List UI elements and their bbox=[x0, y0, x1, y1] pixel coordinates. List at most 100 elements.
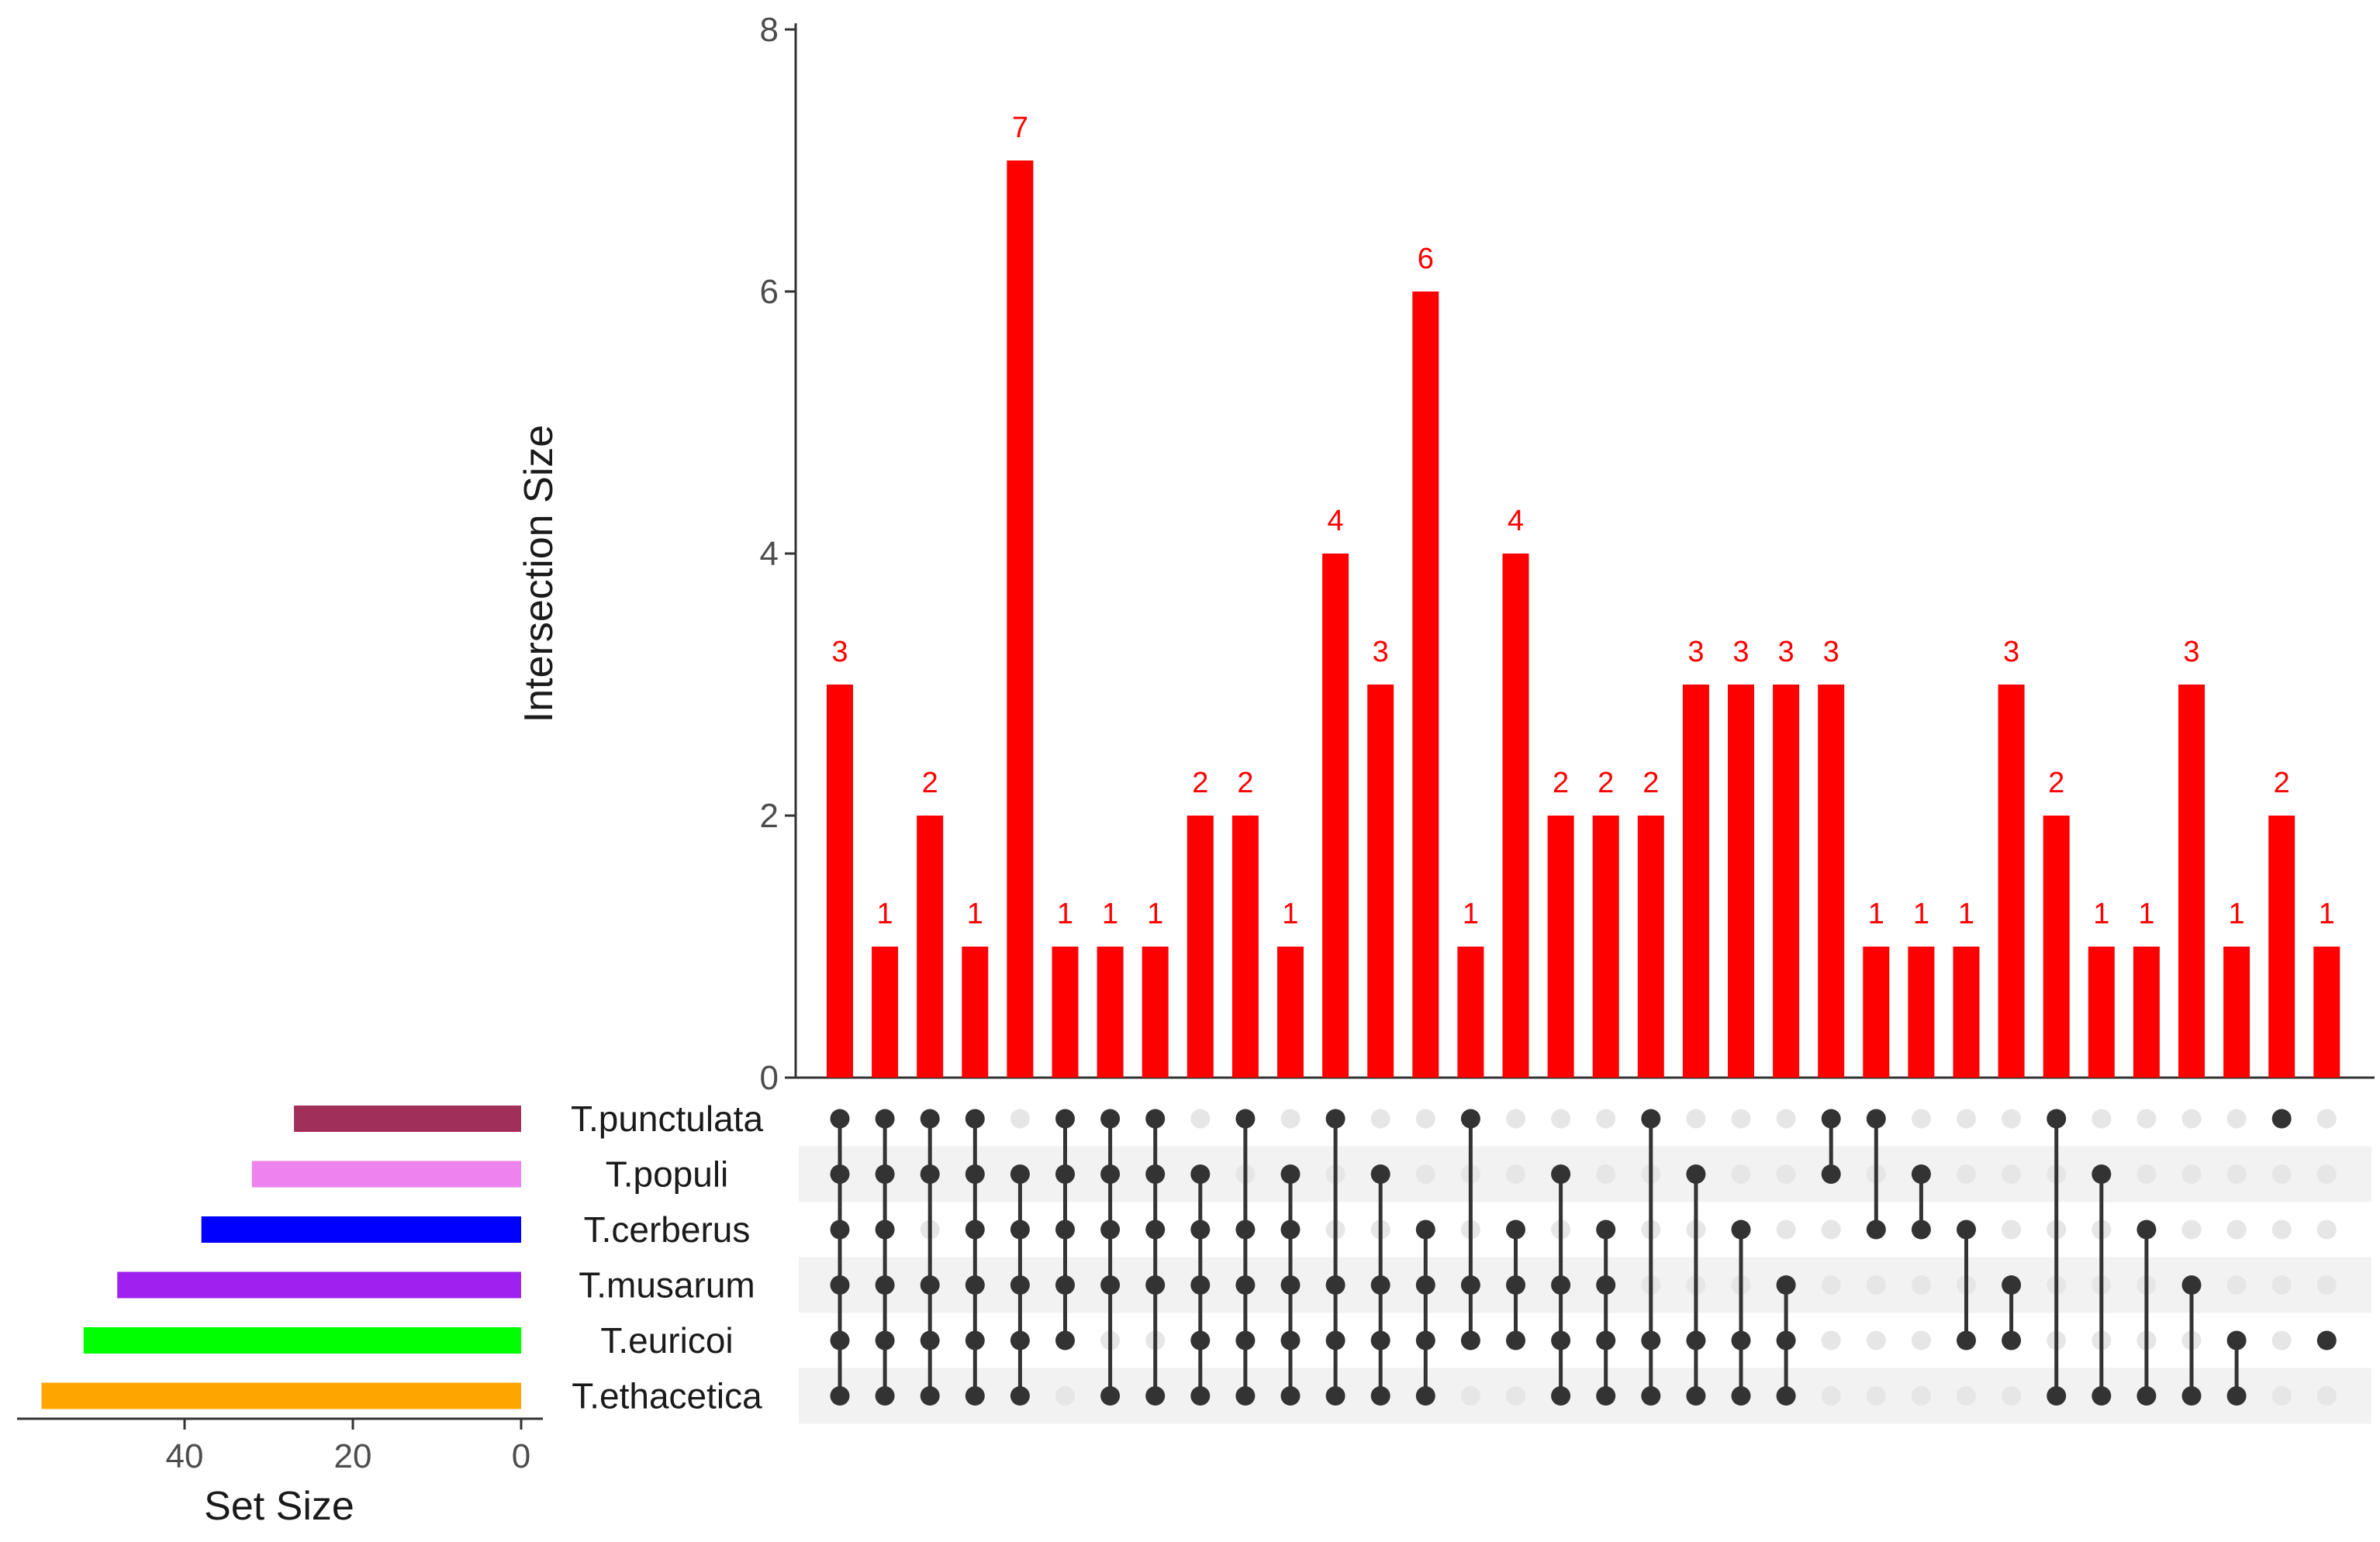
matrix-dot-inactive bbox=[1686, 1109, 1706, 1129]
set-name-label: T.ethacetica bbox=[572, 1376, 762, 1416]
intersection-bar bbox=[1547, 816, 1574, 1078]
matrix-dot-inactive bbox=[1866, 1275, 1886, 1295]
intersection-bar bbox=[1728, 685, 1754, 1078]
set-size-title: Set Size bbox=[204, 1484, 354, 1529]
matrix-dot-active bbox=[1280, 1275, 1301, 1295]
matrix-dot-inactive bbox=[1551, 1109, 1571, 1129]
matrix-dot-active bbox=[1190, 1164, 1211, 1184]
intersection-bar-label: 2 bbox=[1553, 767, 1569, 799]
intersection-bar-label: 1 bbox=[1282, 898, 1298, 930]
matrix-dot-active bbox=[1190, 1219, 1211, 1240]
intersection-bar-label: 3 bbox=[1823, 636, 1839, 668]
matrix-dot-active bbox=[2136, 1386, 2157, 1406]
intersection-bar bbox=[1097, 947, 1124, 1078]
intersection-bar bbox=[2178, 685, 2205, 1078]
matrix-dot-inactive bbox=[2181, 1109, 2202, 1129]
matrix-dot-active bbox=[920, 1386, 940, 1406]
intersection-bar-label: 1 bbox=[1913, 898, 1929, 930]
matrix-dot-active bbox=[1596, 1275, 1616, 1295]
matrix-stripe bbox=[799, 1257, 2371, 1313]
set-size-bar bbox=[117, 1271, 521, 1299]
matrix-dot-active bbox=[1100, 1386, 1121, 1406]
matrix-dot-active bbox=[1055, 1330, 1075, 1351]
set-name-label: T.euricoi bbox=[600, 1320, 733, 1361]
intersection-bar-label: 1 bbox=[1057, 898, 1073, 930]
matrix-dot-active bbox=[1866, 1219, 1886, 1240]
matrix-dot-active bbox=[2047, 1109, 2067, 1129]
matrix-dot-inactive bbox=[1460, 1386, 1480, 1406]
intersection-bar bbox=[1818, 685, 1845, 1078]
intersection-bar bbox=[1007, 160, 1034, 1078]
matrix-dot-active bbox=[1235, 1330, 1256, 1351]
matrix-dot-active bbox=[1145, 1386, 1166, 1406]
matrix-dot-inactive bbox=[1911, 1330, 1931, 1351]
matrix-dot-inactive bbox=[2002, 1109, 2022, 1129]
matrix-dot-active bbox=[2136, 1219, 2157, 1240]
intersection-bar bbox=[2133, 947, 2160, 1078]
matrix-dot-active bbox=[830, 1386, 850, 1406]
intersection-bar bbox=[2088, 947, 2115, 1078]
matrix-dot-inactive bbox=[1280, 1109, 1301, 1129]
intersection-y-tick-label: 0 bbox=[760, 1059, 779, 1097]
matrix-dot-active bbox=[1641, 1386, 1661, 1406]
matrix-dot-active bbox=[1055, 1164, 1075, 1184]
matrix-dot-active bbox=[2002, 1330, 2022, 1351]
matrix-dot-active bbox=[1551, 1386, 1571, 1406]
matrix-stripe bbox=[799, 1146, 2371, 1202]
matrix-dot-inactive bbox=[2316, 1164, 2337, 1184]
matrix-dot-inactive bbox=[2002, 1164, 2022, 1184]
matrix-dot-active bbox=[920, 1109, 940, 1129]
intersection-bar-label: 2 bbox=[2048, 767, 2064, 799]
set-name-label: T.populi bbox=[606, 1154, 729, 1195]
matrix-dot-inactive bbox=[1055, 1386, 1075, 1406]
set-size-tick-label: 40 bbox=[166, 1437, 204, 1475]
intersection-bar-label: 6 bbox=[1418, 243, 1434, 275]
matrix-dot-active bbox=[1596, 1386, 1616, 1406]
matrix-dot-active bbox=[1100, 1109, 1121, 1129]
matrix-dot-active bbox=[1370, 1330, 1390, 1351]
matrix-dot-inactive bbox=[2271, 1275, 2292, 1295]
intersection-bar bbox=[1502, 554, 1529, 1078]
matrix-dot-inactive bbox=[2136, 1164, 2157, 1184]
matrix-dot-active bbox=[1911, 1164, 1931, 1184]
matrix-dot-active bbox=[1911, 1219, 1931, 1240]
matrix-dot-inactive bbox=[2226, 1219, 2247, 1240]
intersection-bar bbox=[962, 947, 989, 1078]
matrix-dot-active bbox=[1686, 1164, 1706, 1184]
intersection-bar bbox=[872, 947, 899, 1078]
intersection-bar bbox=[917, 816, 944, 1078]
set-size-bar bbox=[251, 1161, 521, 1188]
intersection-bar-label: 2 bbox=[2274, 767, 2290, 799]
matrix-dot-inactive bbox=[2226, 1164, 2247, 1184]
matrix-dot-inactive bbox=[1731, 1109, 1751, 1129]
intersection-bar-label: 3 bbox=[2003, 636, 2019, 668]
intersection-bar bbox=[1322, 554, 1349, 1078]
set-name-label: T.musarum bbox=[579, 1265, 755, 1306]
matrix-dot-inactive bbox=[2226, 1275, 2247, 1295]
intersection-bar-label: 1 bbox=[2138, 898, 2154, 930]
intersection-bar-label: 2 bbox=[1192, 767, 1208, 799]
matrix-dot-inactive bbox=[1190, 1109, 1211, 1129]
intersection-size-axis: 0 2 4 6 8 Intersection Size bbox=[516, 11, 2375, 1097]
intersection-bar-label: 3 bbox=[1687, 636, 1704, 668]
intersection-bar-label: 1 bbox=[2093, 898, 2109, 930]
matrix-dot-active bbox=[1686, 1330, 1706, 1351]
intersection-bar bbox=[1998, 685, 2025, 1078]
matrix-dot-inactive bbox=[2136, 1109, 2157, 1129]
matrix-dot-active bbox=[1190, 1330, 1211, 1351]
matrix-dot-active bbox=[875, 1109, 895, 1129]
intersection-bar bbox=[1187, 816, 1214, 1078]
matrix-dot-active bbox=[2092, 1164, 2112, 1184]
matrix-dot-active bbox=[1100, 1219, 1121, 1240]
matrix-dot-active bbox=[1641, 1109, 1661, 1129]
matrix-dot-active bbox=[1415, 1275, 1435, 1295]
matrix-dot-active bbox=[965, 1219, 985, 1240]
matrix-dot-active bbox=[2047, 1386, 2067, 1406]
matrix-dot-active bbox=[1415, 1219, 1435, 1240]
intersection-bar-label: 2 bbox=[1237, 767, 1253, 799]
intersection-bar bbox=[1231, 816, 1259, 1078]
set-size-tick-label: 20 bbox=[334, 1437, 372, 1475]
matrix-dot-active bbox=[920, 1275, 940, 1295]
matrix-dot-active bbox=[1370, 1275, 1390, 1295]
